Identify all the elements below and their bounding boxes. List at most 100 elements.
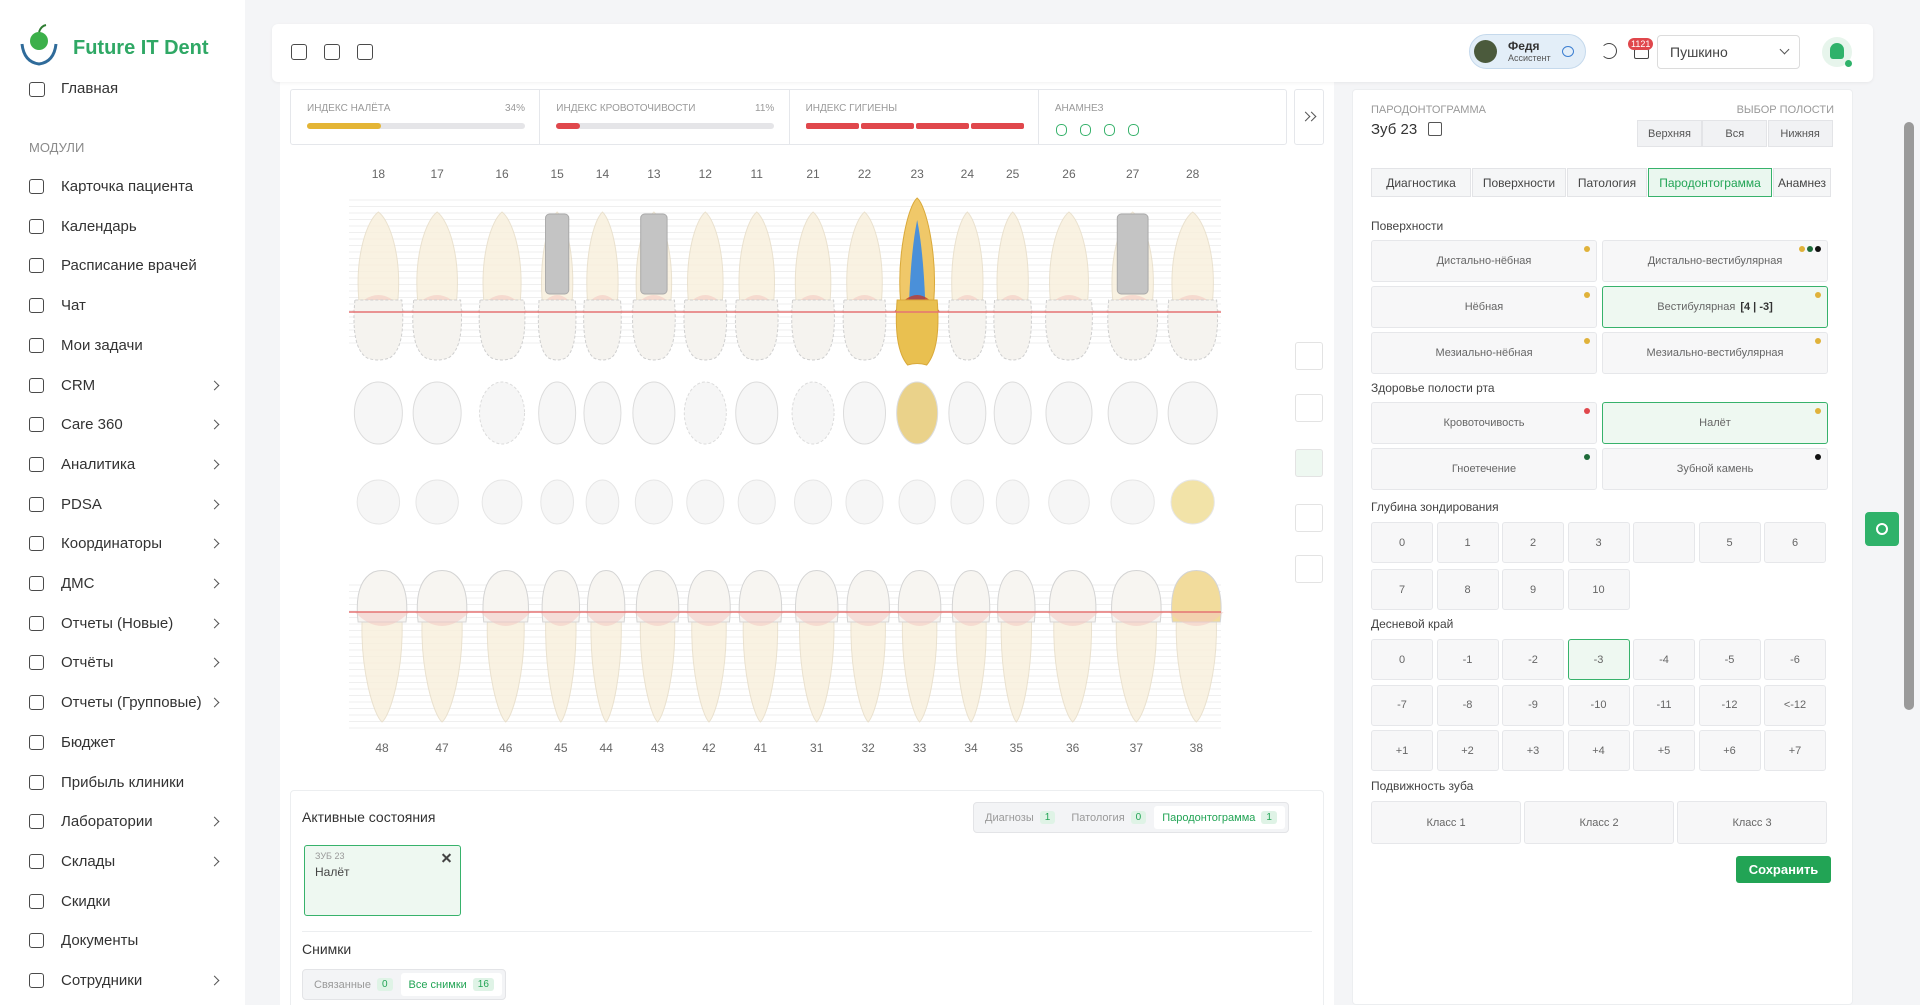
- nav-item[interactable]: Лаборатории: [61, 813, 153, 831]
- nav-item[interactable]: Care 360: [61, 416, 123, 434]
- option-button[interactable]: Кровоточивость: [1371, 402, 1597, 444]
- option-button[interactable]: -8: [1436, 684, 1499, 726]
- chart-tool[interactable]: [1295, 555, 1323, 583]
- theme-toggle[interactable]: [1601, 43, 1617, 59]
- option-button[interactable]: -1: [1436, 639, 1499, 680]
- option-button[interactable]: 8: [1436, 569, 1499, 610]
- nav-item[interactable]: Аналитика: [61, 455, 136, 473]
- option-button[interactable]: Дистально-нёбная: [1371, 240, 1597, 282]
- option-button[interactable]: 7: [1371, 569, 1433, 610]
- option-button[interactable]: +1: [1371, 730, 1433, 771]
- option-button[interactable]: 0: [1371, 639, 1433, 680]
- option-button[interactable]: -6: [1764, 639, 1826, 680]
- option-button[interactable]: 2: [1502, 522, 1564, 563]
- option-button[interactable]: Гноетечение: [1371, 448, 1597, 490]
- collapse-button[interactable]: [1294, 89, 1324, 145]
- nav-item[interactable]: Чат: [61, 297, 86, 315]
- option-button[interactable]: Дистально-вестибулярная: [1602, 240, 1828, 282]
- tab[interactable]: Пародонтограмма 1: [1154, 806, 1285, 829]
- tab[interactable]: Связанные 0: [306, 973, 401, 996]
- nav-item[interactable]: Мои задачи: [61, 336, 143, 354]
- panel-tab[interactable]: Диагностика: [1371, 168, 1471, 197]
- chart-tool[interactable]: [1295, 394, 1323, 422]
- nav-item[interactable]: Документы: [61, 932, 139, 950]
- nav-item[interactable]: CRM: [61, 376, 96, 394]
- panel-tab[interactable]: Анамнез: [1773, 168, 1831, 197]
- option-button[interactable]: -5: [1698, 639, 1761, 680]
- option-button[interactable]: Вестибулярная [4 | -3]: [1602, 286, 1828, 328]
- panel-tab[interactable]: Пародонтограмма: [1648, 168, 1772, 197]
- option-button[interactable]: 10: [1567, 569, 1630, 610]
- option-button[interactable]: -3: [1567, 639, 1630, 680]
- jaw-button[interactable]: Верхняя: [1637, 120, 1702, 147]
- jaw-button[interactable]: Нижняя: [1767, 120, 1833, 147]
- option-button[interactable]: -2: [1502, 639, 1564, 680]
- tooth-crown: [1045, 299, 1093, 361]
- nav-item[interactable]: Отчёты: [61, 654, 114, 672]
- option-button[interactable]: +7: [1764, 730, 1826, 771]
- option-button[interactable]: 6: [1764, 522, 1826, 563]
- nav-home[interactable]: Главная: [61, 80, 119, 97]
- option-button[interactable]: +5: [1633, 730, 1695, 771]
- header-icon[interactable]: [291, 44, 307, 60]
- chart-tool[interactable]: [1295, 449, 1323, 477]
- option-button[interactable]: -9: [1502, 684, 1564, 726]
- option-button[interactable]: Зубной камень: [1602, 448, 1828, 490]
- option-button[interactable]: <-12: [1764, 684, 1826, 726]
- option-button[interactable]: -12: [1698, 684, 1761, 726]
- option-button[interactable]: Налёт: [1602, 402, 1828, 444]
- option-button[interactable]: Класс 1: [1371, 801, 1521, 844]
- section-title: Активные состояния: [302, 809, 436, 825]
- nav-item[interactable]: Координаторы: [61, 535, 163, 553]
- option-button[interactable]: +4: [1567, 730, 1630, 771]
- chart-tool[interactable]: [1295, 504, 1323, 532]
- tab-label: Патология: [1071, 811, 1125, 824]
- nav-item[interactable]: Бюджет: [61, 733, 116, 751]
- panel-tab[interactable]: Поверхности: [1472, 168, 1566, 197]
- state-card[interactable]: [304, 845, 461, 916]
- nav-item[interactable]: Скидки: [61, 892, 111, 910]
- index-value: 34%: [505, 103, 526, 114]
- nav-item[interactable]: Прибыль клиники: [61, 773, 185, 791]
- option-button[interactable]: +6: [1698, 730, 1761, 771]
- nav-item[interactable]: Карточка пациента: [61, 178, 194, 195]
- option-button[interactable]: 0: [1371, 522, 1433, 563]
- option-button[interactable]: Мезиально-нёбная: [1371, 332, 1597, 374]
- nav-item[interactable]: Календарь: [61, 217, 137, 235]
- chart-tool[interactable]: [1295, 342, 1323, 370]
- nav-item[interactable]: PDSA: [61, 495, 102, 513]
- tooth-root: [1175, 619, 1217, 723]
- jaw-button[interactable]: Вся: [1702, 120, 1768, 147]
- option-button[interactable]: 3: [1567, 522, 1630, 563]
- nav-item[interactable]: Сотрудники: [61, 972, 143, 989]
- panel-tab[interactable]: Патология: [1567, 168, 1647, 197]
- collapse-icon[interactable]: [1428, 122, 1442, 136]
- nav-item[interactable]: Склады: [61, 852, 116, 870]
- option-button[interactable]: 9: [1502, 569, 1564, 610]
- option-button[interactable]: +2: [1436, 730, 1499, 771]
- nav-item[interactable]: Отчеты (Новые): [61, 614, 174, 632]
- implant: [545, 213, 570, 295]
- option-button[interactable]: -7: [1371, 684, 1433, 726]
- header-icon[interactable]: [324, 44, 340, 60]
- save-button[interactable]: Сохранить: [1736, 856, 1831, 883]
- option-button[interactable]: [1633, 522, 1695, 563]
- option-button[interactable]: Мезиально-вестибулярная: [1602, 332, 1828, 374]
- option-button[interactable]: 1: [1436, 522, 1499, 563]
- tab[interactable]: Диагнозы 1: [977, 806, 1063, 829]
- header-icon[interactable]: [357, 44, 373, 60]
- option-button[interactable]: Класс 3: [1677, 801, 1827, 844]
- option-button[interactable]: Класс 2: [1524, 801, 1674, 844]
- clinic-select[interactable]: [1657, 35, 1800, 69]
- option-button[interactable]: +3: [1502, 730, 1564, 771]
- option-button[interactable]: Нёбная: [1371, 286, 1597, 328]
- option-button[interactable]: 5: [1698, 522, 1761, 563]
- nav-item[interactable]: Отчеты (Групповые): [61, 694, 202, 712]
- tab[interactable]: Патология 0: [1063, 806, 1154, 829]
- option-button[interactable]: -11: [1633, 684, 1695, 726]
- tab[interactable]: Все снимки 16: [400, 973, 502, 996]
- option-button[interactable]: -4: [1633, 639, 1695, 680]
- option-button[interactable]: -10: [1567, 684, 1630, 726]
- nav-item[interactable]: ДМС: [61, 575, 95, 592]
- nav-item[interactable]: Расписание врачей: [61, 257, 197, 275]
